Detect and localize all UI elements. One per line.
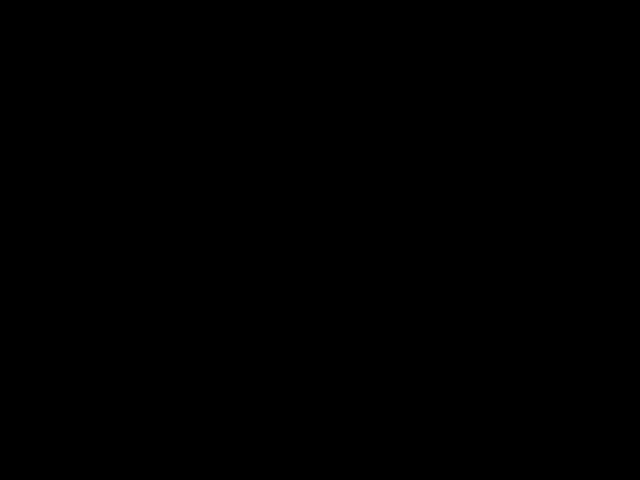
word-cloud <box>0 80 640 398</box>
